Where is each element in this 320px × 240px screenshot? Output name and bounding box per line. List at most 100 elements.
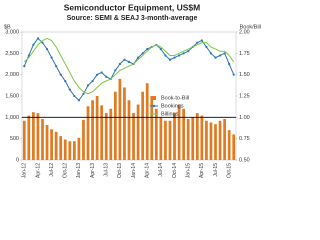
- bar: [27, 115, 31, 160]
- y-axis-label: $B: [4, 24, 11, 30]
- y2-tick-label: 1.25: [239, 93, 250, 99]
- marker: [232, 73, 235, 76]
- marker: [127, 60, 131, 63]
- marker: [55, 65, 58, 68]
- marker: [86, 84, 90, 87]
- bar: [63, 139, 67, 160]
- marker: [91, 79, 94, 83]
- bar: [132, 113, 135, 160]
- marker: [59, 73, 62, 76]
- bar: [104, 113, 108, 160]
- marker: [100, 71, 103, 74]
- marker: [73, 94, 76, 98]
- bar: [50, 129, 53, 160]
- bar: [123, 87, 126, 160]
- marker: [32, 43, 35, 46]
- y-tick-label: 0: [16, 157, 19, 163]
- marker: [173, 56, 176, 59]
- bar: [182, 108, 186, 160]
- bar: [232, 134, 236, 160]
- y2-tick-label: 0.50: [239, 157, 250, 163]
- legend-label: Bookings: [161, 103, 184, 109]
- bar: [223, 119, 226, 160]
- marker: [205, 45, 208, 49]
- page: Semiconductor Equipment, US$M Source: SE…: [4, 2, 261, 179]
- x-tick-label: Oct-15: [226, 163, 232, 178]
- marker: [141, 52, 144, 55]
- bar: [164, 120, 167, 160]
- x-tick-label: Oct-12: [63, 163, 69, 178]
- bar: [91, 100, 94, 160]
- bar: [32, 112, 35, 160]
- marker: [196, 41, 199, 44]
- bar: [77, 137, 81, 160]
- marker: [114, 69, 117, 72]
- line: [23, 37, 235, 102]
- bar: [200, 115, 204, 160]
- bar: [109, 108, 113, 160]
- marker: [209, 52, 213, 55]
- bar: [36, 113, 40, 160]
- bar: [118, 78, 122, 160]
- bar: [186, 119, 190, 160]
- marker: [105, 75, 108, 78]
- y-tick-label: 2,500: [5, 51, 19, 57]
- y2-tick-label: 1.50: [239, 72, 250, 78]
- legend-label: Billings: [161, 111, 179, 117]
- bar: [214, 124, 217, 160]
- legend-swatch: [152, 96, 156, 100]
- bar: [168, 120, 172, 160]
- bar: [72, 141, 76, 160]
- x-tick-label: Jan-12: [22, 163, 28, 179]
- marker: [45, 47, 49, 51]
- marker: [159, 47, 162, 51]
- y2-tick-label: 1.75: [239, 51, 250, 57]
- x-tick-label: Jul-15: [213, 163, 219, 177]
- marker: [137, 56, 140, 59]
- x-tick-label: Apr-12: [35, 163, 41, 178]
- x-tick-label: Apr-14: [145, 163, 151, 178]
- y2-tick-label: 2.00: [239, 29, 250, 35]
- x-tick-label: Jan-15: [186, 163, 192, 179]
- bar: [45, 125, 49, 160]
- marker: [168, 58, 172, 61]
- bar: [195, 113, 199, 160]
- marker: [36, 37, 40, 40]
- marker: [146, 47, 149, 51]
- marker: [182, 52, 185, 55]
- y2-tick-label: 0.75: [239, 136, 250, 142]
- y-tick-label: 2,000: [5, 72, 19, 78]
- marker: [177, 54, 181, 57]
- bar: [150, 96, 154, 160]
- marker: [228, 62, 231, 66]
- bar: [218, 120, 222, 160]
- marker: [82, 92, 85, 95]
- y2-axis-label: Book/Bill: [240, 24, 261, 30]
- bar: [41, 119, 44, 160]
- x-tick-label: Jul-12: [49, 163, 55, 177]
- bar: [113, 91, 117, 160]
- marker: [164, 54, 167, 57]
- y-tick-label: 1,500: [5, 93, 19, 99]
- bar: [173, 113, 176, 160]
- marker: [50, 56, 53, 59]
- bar: [86, 106, 90, 160]
- chart-subtitle: Source: SEMI & SEAJ 3-month-average: [67, 15, 198, 22]
- bar: [209, 122, 213, 160]
- marker: [96, 73, 99, 76]
- bar: [100, 105, 104, 160]
- y-tick-label: 1,000: [5, 115, 19, 121]
- x-tick-label: Jul-13: [104, 163, 110, 177]
- marker: [214, 56, 217, 59]
- x-tick-label: Apr-15: [199, 163, 205, 178]
- x-tick-label: Oct-14: [172, 163, 178, 178]
- bar: [154, 108, 158, 160]
- bar: [159, 117, 163, 160]
- bar: [82, 119, 85, 160]
- bar: [59, 136, 63, 160]
- bar: [145, 83, 149, 160]
- marker: [123, 58, 126, 61]
- y-tick-label: 3,000: [5, 29, 19, 35]
- x-tick-label: Jan-14: [131, 163, 137, 179]
- marker: [187, 50, 190, 53]
